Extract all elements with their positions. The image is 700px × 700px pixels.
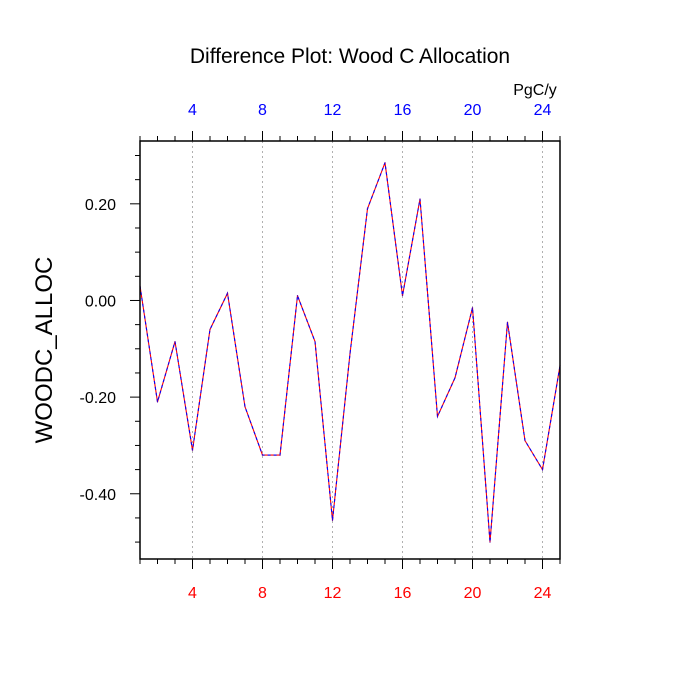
data-point — [296, 295, 299, 297]
data-point — [174, 340, 176, 343]
data-point — [366, 208, 369, 210]
x-tick-label-bottom-16: 16 — [394, 585, 412, 602]
x-tick-label-top-12: 12 — [324, 102, 342, 119]
data-point — [436, 415, 439, 418]
x-tick-label-top-20: 20 — [464, 102, 482, 119]
x-tick-label-bottom-12: 12 — [324, 585, 342, 602]
data-point — [419, 198, 421, 200]
chart-title: Difference Plot: Wood C Allocation — [190, 45, 510, 68]
data-point — [209, 328, 211, 331]
data-point — [156, 401, 159, 403]
data-point — [226, 292, 229, 294]
y-axis-title: WOODC_ALLOC — [31, 257, 58, 444]
data-point — [541, 469, 544, 471]
series-lines — [139, 162, 561, 543]
series-line-dash-0 — [139, 162, 561, 543]
x-tick-label-bottom-20: 20 — [464, 585, 482, 602]
data-point — [489, 541, 491, 543]
data-point — [384, 162, 386, 164]
data-point — [454, 377, 456, 379]
top-axis-unit-label: PgC/y — [513, 82, 557, 99]
x-tick-label-top-4: 4 — [188, 102, 197, 119]
y-tick-label--0.20: -0.20 — [80, 390, 117, 407]
data-point — [314, 340, 316, 343]
x-tick-label-top-24: 24 — [534, 102, 552, 119]
data-point — [191, 449, 194, 451]
y-tick-label-0.20: 0.20 — [85, 197, 116, 214]
data-point — [471, 307, 474, 309]
x-tick-label-bottom-24: 24 — [534, 585, 552, 602]
x-tick-label-top-8: 8 — [258, 102, 267, 119]
data-point — [244, 406, 246, 408]
x-tick-label-bottom-8: 8 — [258, 585, 267, 602]
data-point — [506, 321, 509, 323]
grid-lines — [192, 141, 543, 559]
data-point — [401, 295, 404, 297]
x-tick-label-bottom-4: 4 — [188, 585, 197, 602]
data-point — [524, 440, 526, 442]
x-tick-label-top-16: 16 — [394, 102, 412, 119]
tick-labels: 4 4 8 8 12 12 16 16 20 20 24 24 0.20 0.00 -0.20 -0.40 — [80, 102, 552, 602]
y-tick-label-0.00: 0.00 — [85, 293, 116, 310]
data-point — [331, 519, 334, 521]
data-point — [261, 454, 264, 456]
data-point — [349, 353, 351, 355]
y-tick-label--0.40: -0.40 — [80, 487, 117, 504]
data-point — [279, 454, 281, 456]
axis-ticks — [130, 131, 561, 569]
